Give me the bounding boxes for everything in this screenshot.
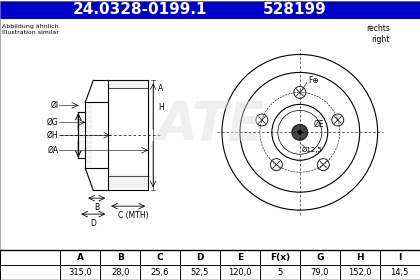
Text: C: C (157, 253, 163, 262)
Text: B: B (117, 253, 123, 262)
Text: ØH: ØH (47, 131, 58, 140)
Circle shape (298, 130, 302, 134)
Text: E: E (237, 253, 243, 262)
Text: 14,5: 14,5 (391, 268, 409, 277)
Text: 28,0: 28,0 (111, 268, 129, 277)
Text: 5: 5 (277, 268, 283, 277)
Text: H: H (356, 253, 363, 262)
Text: A: A (77, 253, 84, 262)
Text: ØA: ØA (47, 146, 58, 155)
Text: 120,0: 120,0 (228, 268, 252, 277)
Text: G: G (316, 253, 323, 262)
Text: 52,5: 52,5 (191, 268, 209, 277)
Text: 24.0328-0199.1: 24.0328-0199.1 (73, 2, 207, 17)
Text: D: D (196, 253, 204, 262)
Text: F(x): F(x) (270, 253, 290, 262)
Bar (0, 1, 420, 18)
Text: ATE: ATE (156, 99, 264, 151)
Text: rechts
right: rechts right (366, 24, 390, 44)
Text: Abbildung ähnlich
Illustration similar: Abbildung ähnlich Illustration similar (3, 24, 59, 35)
Text: ØI: ØI (50, 101, 58, 110)
Text: 79,0: 79,0 (310, 268, 329, 277)
Circle shape (292, 124, 308, 140)
Text: 152,0: 152,0 (348, 268, 372, 277)
Text: ØG: ØG (47, 118, 58, 127)
Text: I: I (398, 253, 401, 262)
Text: A: A (158, 84, 163, 93)
Text: H: H (158, 103, 164, 112)
Text: 528199: 528199 (263, 2, 327, 17)
Text: D: D (90, 219, 96, 228)
Text: ØE: ØE (314, 120, 324, 129)
Text: Ø12,5: Ø12,5 (302, 147, 323, 153)
Text: 25,6: 25,6 (151, 268, 169, 277)
Text: F⊕: F⊕ (308, 76, 318, 85)
Text: B: B (94, 203, 99, 212)
Text: 315,0: 315,0 (68, 268, 92, 277)
Text: C (MTH): C (MTH) (118, 211, 148, 220)
